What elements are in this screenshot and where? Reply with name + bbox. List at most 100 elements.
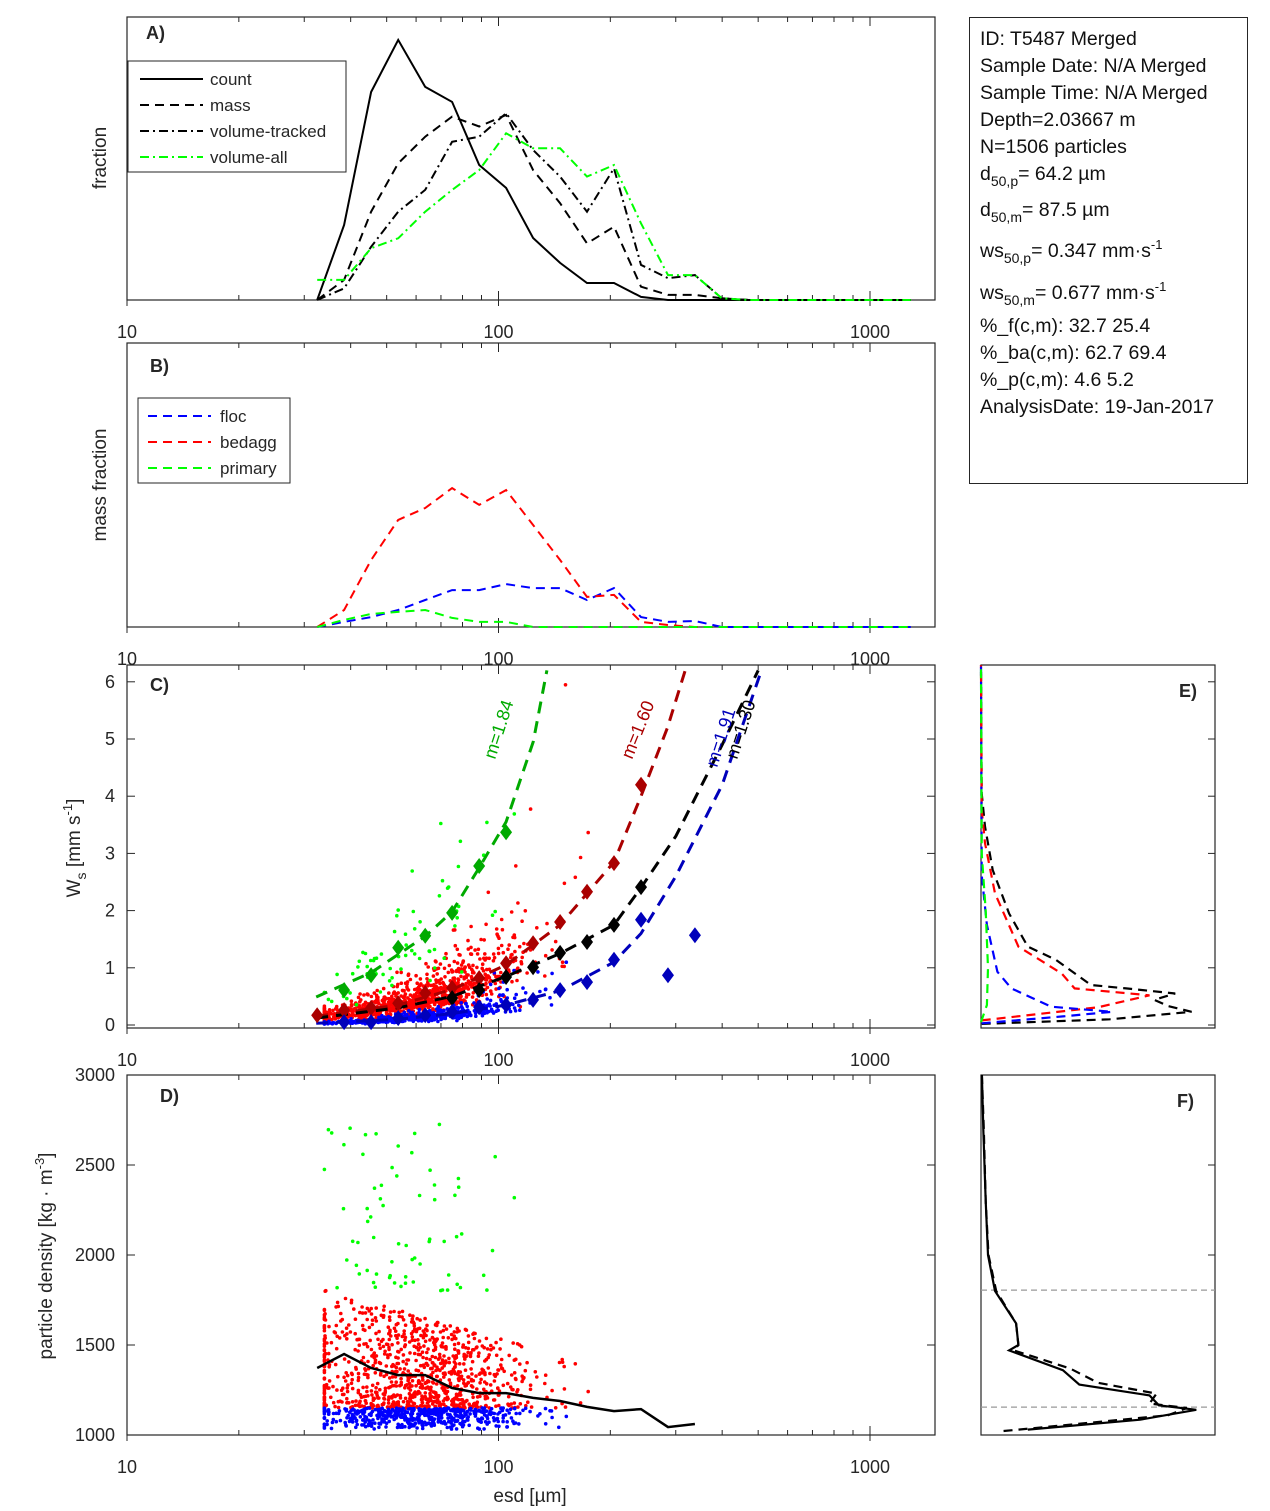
density-point-floc: [468, 1412, 472, 1416]
info-depth: Depth=2.03667 m: [980, 109, 1136, 131]
ws-point-floc: [472, 1001, 476, 1005]
ws-point-bedagg: [494, 927, 499, 931]
density-point-floc: [382, 1419, 386, 1424]
median-diamond-primary: [446, 904, 459, 921]
density-point-floc: [372, 1427, 377, 1431]
x-tick-label-c: 1000: [850, 1050, 890, 1070]
density-point-floc: [456, 1408, 461, 1412]
density-point-floc: [392, 1417, 397, 1422]
density-point-bedagg: [452, 1334, 457, 1338]
ws-point-bedagg: [501, 950, 506, 955]
density-point-primary: [432, 1197, 437, 1202]
density-point-floc: [494, 1424, 499, 1428]
ws-point-bedagg: [454, 969, 459, 974]
density-point-bedagg: [374, 1319, 379, 1323]
density-point-bedagg: [438, 1368, 442, 1373]
y-tick-label-c: 3: [105, 843, 115, 863]
ws-point-floc: [459, 1001, 464, 1005]
density-point-floc: [393, 1412, 398, 1417]
ws-point-bedagg: [418, 977, 423, 981]
ws-point-primary: [350, 971, 355, 976]
density-point-bedagg: [454, 1336, 458, 1341]
density-point-floc: [455, 1419, 459, 1423]
density-point-primary: [373, 1285, 378, 1289]
ws-point-bedagg: [472, 981, 477, 985]
density-point-bedagg: [392, 1309, 396, 1314]
ws-point-primary: [432, 966, 437, 970]
x-tick-label-c: 100: [483, 1050, 513, 1070]
density-point-bedagg: [335, 1388, 339, 1392]
density-point-floc: [396, 1410, 401, 1415]
density-point-bedagg: [463, 1368, 468, 1372]
density-point-bedagg: [369, 1306, 374, 1311]
ws-point-bedagg: [487, 956, 492, 961]
density-point-bedagg: [391, 1362, 395, 1367]
density-point-bedagg: [421, 1355, 425, 1360]
density-point-primary: [357, 1272, 362, 1276]
density-point-bedagg: [409, 1399, 413, 1403]
ws-point-floc: [500, 993, 505, 997]
density-point-floc: [472, 1411, 477, 1416]
density-point-floc: [400, 1425, 405, 1429]
density-point-primary: [396, 1242, 401, 1246]
density-point-primary: [418, 1262, 422, 1266]
density-point-bedagg: [387, 1331, 391, 1336]
density-point-bedagg: [429, 1388, 433, 1392]
density-point-floc: [403, 1418, 407, 1422]
density-point-bedagg: [473, 1331, 477, 1336]
density-point-floc: [325, 1419, 330, 1423]
ws-point-bedagg: [452, 959, 457, 964]
density-point-bedagg: [349, 1371, 354, 1376]
density-point-bedagg: [462, 1405, 467, 1409]
ws-point-bedagg: [520, 955, 524, 960]
ws-point-floc: [564, 960, 569, 964]
ws-point-bedagg: [446, 970, 451, 975]
density-point-floc: [449, 1421, 454, 1425]
ws-point-floc: [512, 1006, 517, 1010]
ws-point-bedagg: [427, 999, 431, 1004]
density-point-bedagg: [343, 1333, 347, 1338]
density-point-bedagg: [455, 1330, 459, 1334]
density-point-floc: [343, 1407, 347, 1411]
panel-label-c: C): [150, 675, 169, 695]
ws-point-bedagg: [481, 969, 486, 973]
density-point-bedagg: [439, 1344, 444, 1349]
density-point-floc: [454, 1427, 459, 1431]
density-point-bedagg: [362, 1342, 366, 1346]
density-point-bedagg: [496, 1368, 501, 1372]
ws-point-bedagg: [433, 959, 438, 963]
density-point-bedagg: [431, 1370, 435, 1375]
density-point-floc: [370, 1409, 375, 1414]
density-point-floc: [338, 1418, 343, 1423]
density-point-primary: [493, 1154, 498, 1159]
density-point-floc: [350, 1417, 354, 1422]
ws-point-bedagg: [543, 953, 548, 958]
ws-point-bedagg: [413, 993, 418, 997]
ws-point-bedagg: [493, 981, 498, 986]
density-point-floc: [355, 1422, 360, 1427]
median-diamond-primary: [365, 967, 378, 984]
ws-point-primary: [439, 821, 443, 826]
ws-point-bedagg: [474, 998, 479, 1002]
density-point-primary: [390, 1165, 394, 1170]
density-point-bedagg: [453, 1347, 457, 1351]
density-point-bedagg: [406, 1378, 410, 1383]
x-tick-label-d: 10: [117, 1457, 137, 1477]
ws-point-floc: [455, 1018, 459, 1023]
ws-point-primary: [381, 972, 385, 977]
ws-point-floc: [514, 992, 518, 997]
density-point-bedagg: [423, 1316, 427, 1321]
density-point-floc: [453, 1412, 457, 1416]
density-point-floc: [369, 1424, 374, 1428]
density-point-floc: [371, 1418, 375, 1422]
density-point-bedagg: [363, 1311, 368, 1315]
ws-point-bedagg: [438, 962, 443, 966]
density-point-bedagg: [426, 1347, 430, 1351]
density-point-floc: [501, 1413, 506, 1418]
density-point-floc: [514, 1411, 518, 1416]
density-point-bedagg: [442, 1324, 447, 1328]
density-point-bedagg: [322, 1348, 327, 1352]
median-diamond-floc: [392, 1010, 405, 1027]
density-point-primary: [363, 1132, 368, 1137]
density-point-floc: [490, 1411, 495, 1415]
